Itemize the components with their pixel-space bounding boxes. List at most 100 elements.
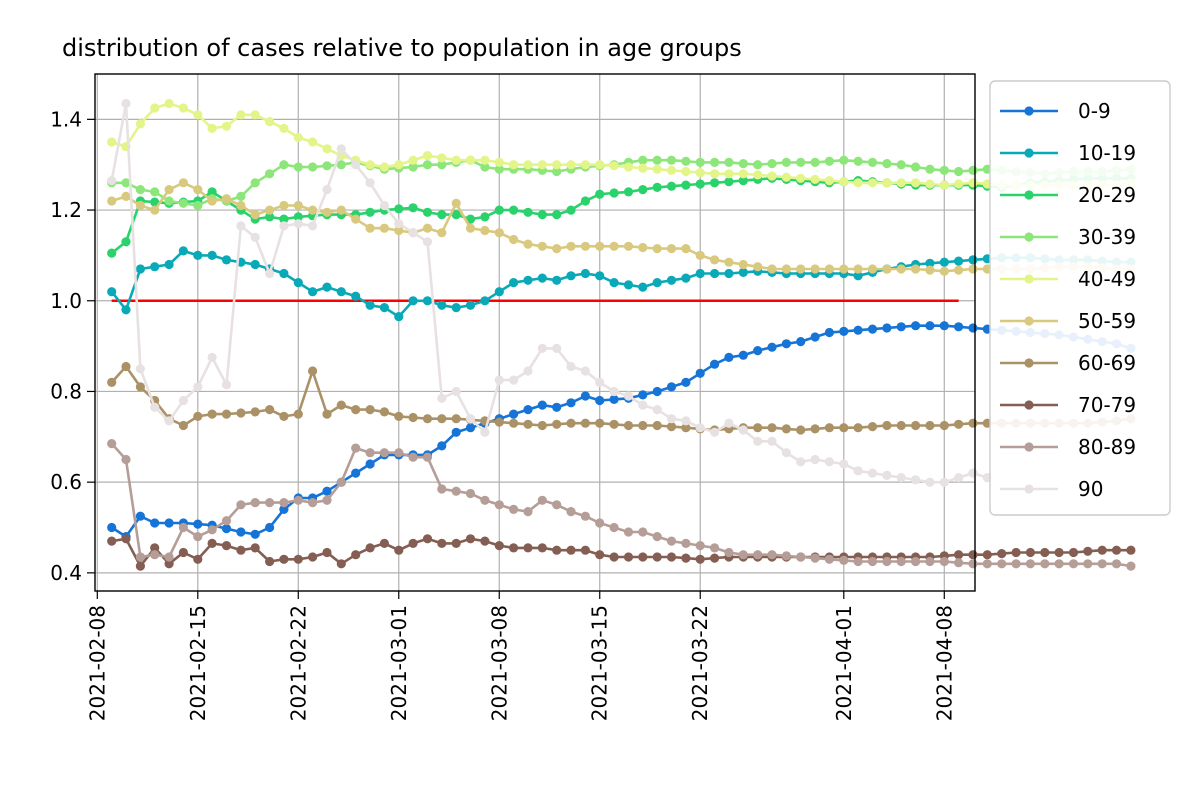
data-point [480,162,490,172]
data-point [394,204,404,214]
legend-marker [1024,358,1034,368]
data-point [839,264,849,274]
data-point [308,366,318,376]
data-point [738,259,748,270]
data-point [810,454,820,465]
data-point [595,271,605,281]
legend-box [989,80,1171,516]
data-point [150,197,160,207]
data-point [580,241,591,251]
data-point [925,556,935,567]
legend-item: 50-59 [1000,309,1136,333]
data-point [911,420,921,431]
data-point [379,223,389,233]
data-point [437,228,447,238]
legend-marker [1024,316,1034,326]
data-point [422,207,433,217]
data-point [437,160,447,170]
data-point [753,550,763,560]
data-point [911,264,921,274]
data-point [609,419,619,429]
x-tick-label: 2021-04-01 [832,605,856,721]
legend-marker [1024,148,1034,158]
data-point [336,477,346,487]
data-point [336,287,346,297]
data-point [308,162,318,172]
data-point [135,200,145,211]
data-point [207,525,217,535]
data-point [508,160,519,170]
data-point [480,225,490,236]
data-point [882,420,892,431]
data-point [623,527,634,537]
series-90 [107,98,992,487]
data-point [552,545,562,555]
data-point [896,420,906,431]
data-point [480,155,490,165]
data-point [178,420,188,431]
data-point [968,550,978,560]
data-point [293,132,303,143]
data-point [954,558,964,568]
data-point [824,176,835,186]
data-point [422,237,433,247]
legend-marker [1024,400,1034,410]
data-point [580,391,591,401]
data-point [279,200,289,211]
data-point [465,223,476,233]
data-point [135,185,145,195]
data-point [308,552,318,562]
data-point [580,196,591,206]
data-point [824,327,835,338]
data-point [236,110,246,120]
data-point [336,559,346,569]
data-point [954,166,964,177]
data-point [939,165,949,175]
data-point [753,346,763,356]
data-point [494,500,504,510]
data-point [853,271,863,281]
data-point [437,300,447,310]
data-point [265,117,275,127]
data-point [135,364,145,374]
data-point [279,221,289,231]
data-point [724,352,734,362]
data-point [221,121,232,131]
data-point [566,241,576,251]
x-tick-label: 2021-03-01 [387,605,411,721]
data-point [738,350,748,360]
data-point [365,178,375,188]
data-point [365,405,375,415]
data-point [207,352,217,362]
data-point [236,527,246,537]
data-point [652,164,662,174]
data-point [968,264,978,274]
data-point [681,423,691,433]
data-point [796,157,806,167]
data-point [796,425,806,435]
data-point [121,534,131,544]
data-point [193,532,203,542]
data-point [451,427,461,437]
data-point [408,228,418,238]
data-point [609,394,619,404]
data-point [451,198,461,208]
data-point [494,228,504,238]
data-point [193,110,203,120]
data-point [365,223,375,233]
data-point [437,441,447,451]
data-point [365,300,375,310]
data-point [422,223,433,233]
data-point [595,518,605,528]
data-point [508,504,519,514]
data-point [552,419,562,429]
data-point [508,375,519,385]
data-point [652,532,662,542]
data-point [494,157,504,167]
data-point [408,452,418,462]
data-point [494,541,504,551]
data-point [107,377,117,387]
x-tick-label: 2021-02-15 [186,605,210,721]
legend-item: 0-9 [1000,99,1111,123]
